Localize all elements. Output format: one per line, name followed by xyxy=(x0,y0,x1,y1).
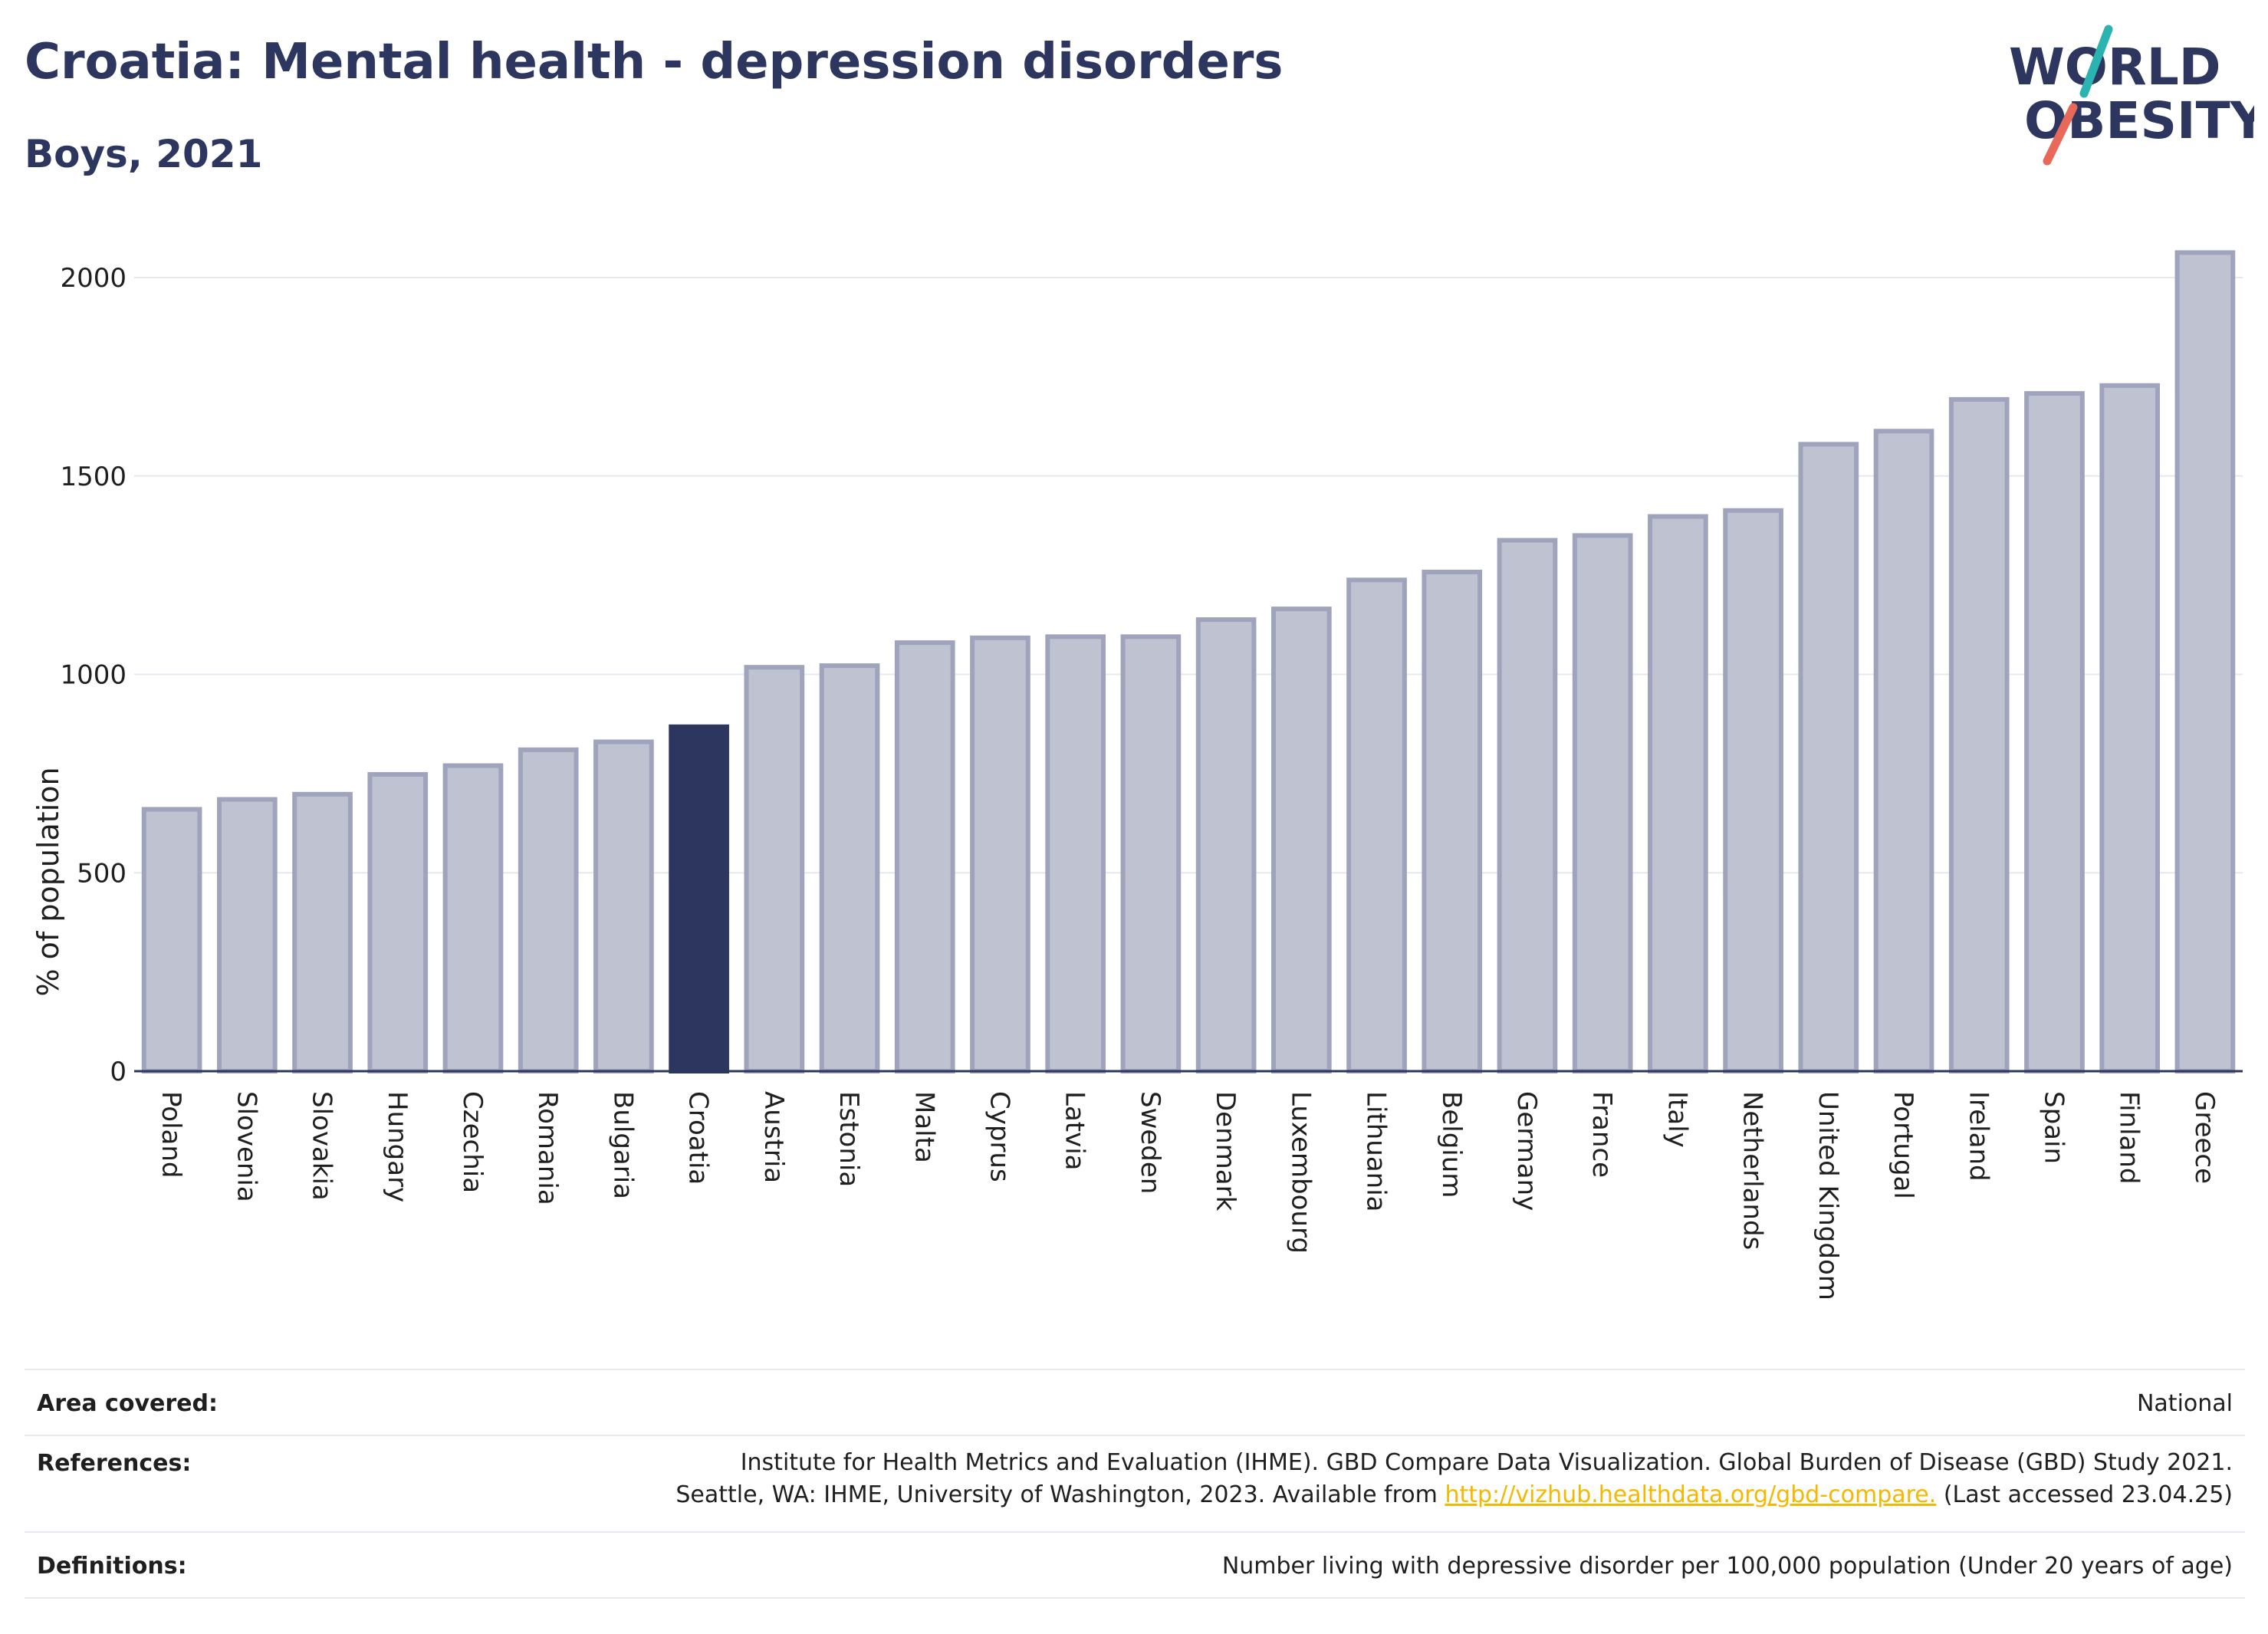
bar-bulgaria xyxy=(593,739,654,1073)
x-tick-label: Slovakia xyxy=(307,1091,337,1201)
x-tick-label: Sweden xyxy=(1135,1091,1165,1194)
bars xyxy=(141,250,2236,1074)
x-tick-label: Ireland xyxy=(1963,1091,1994,1182)
x-tick-label: Malta xyxy=(909,1091,939,1163)
y-tick-label: 500 xyxy=(77,858,127,889)
x-tick-label: Finland xyxy=(2114,1091,2145,1185)
bar-greece xyxy=(2174,250,2236,1074)
bar-belgium xyxy=(1422,569,1483,1073)
x-tick-label: Belgium xyxy=(1436,1091,1467,1198)
y-tick-label: 1000 xyxy=(60,660,127,691)
x-tick-label: Austria xyxy=(758,1091,789,1183)
x-tick-label: Netherlands xyxy=(1737,1091,1768,1250)
definitions-value: Number living with depressive disorder p… xyxy=(1221,1553,2233,1580)
x-tick-label: Romania xyxy=(532,1091,563,1205)
bar-sweden xyxy=(1120,634,1182,1073)
bar-poland xyxy=(141,807,202,1073)
y-tick-label: 1500 xyxy=(60,462,127,492)
bar-italy xyxy=(1648,514,1708,1073)
x-tick-label: Latvia xyxy=(1060,1091,1090,1171)
x-tick-label: Czechia xyxy=(457,1091,488,1193)
bar-cyprus xyxy=(970,635,1030,1073)
world-obesity-logo: WORLD OBESITY xyxy=(2009,25,2254,166)
bar-denmark xyxy=(1195,617,1257,1073)
x-tick-label: Slovenia xyxy=(231,1091,261,1202)
bar-slovenia xyxy=(216,797,278,1073)
bar-austria xyxy=(744,665,805,1073)
definitions-label: Definitions: xyxy=(37,1553,187,1580)
references-accessed: (Last accessed 23.04.25) xyxy=(1943,1481,2233,1508)
x-tick-label: Portugal xyxy=(1888,1091,1918,1199)
references-line-2: Seattle, WA: IHME, University of Washing… xyxy=(675,1479,2233,1511)
area-value: National xyxy=(2136,1390,2233,1417)
bar-hungary xyxy=(367,771,429,1073)
area-label: Area covered: xyxy=(37,1390,218,1417)
x-tick-label: Denmark xyxy=(1210,1091,1241,1212)
x-tick-label: Spain xyxy=(2038,1091,2069,1164)
x-tick-label: United Kingdom xyxy=(1813,1091,1843,1300)
bar-ireland xyxy=(1948,396,2010,1073)
references-label: References: xyxy=(37,1450,192,1477)
y-tick-label: 2000 xyxy=(60,263,127,294)
bar-croatia xyxy=(669,724,729,1073)
x-tick-label: Poland xyxy=(156,1091,186,1179)
references-line-1: Institute for Health Metrics and Evaluat… xyxy=(740,1449,2233,1476)
x-tick-label: Italy xyxy=(1662,1091,1692,1148)
bar-slovakia xyxy=(292,791,353,1074)
x-tick-label: Hungary xyxy=(382,1091,413,1202)
bar-netherlands xyxy=(1723,508,1783,1073)
chart-title: Croatia: Mental health - depression diso… xyxy=(25,34,1284,90)
bar-chart: 0 500 1000 1500 2000 Poland Slovenia Slovakia H… xyxy=(31,250,2243,1300)
x-tick-label: Estonia xyxy=(833,1091,864,1187)
x-tick-label: Greece xyxy=(2189,1091,2220,1184)
x-tick-label: Bulgaria xyxy=(607,1091,638,1199)
bar-latvia xyxy=(1045,634,1106,1073)
logo-text-world: WORLD xyxy=(2009,38,2221,97)
y-axis-title: % of population xyxy=(31,767,65,996)
bar-luxembourg xyxy=(1270,607,1332,1073)
info-row-definitions: Definitions: Number living with depressi… xyxy=(25,1531,2245,1597)
references-text: Seattle, WA: IHME, University of Washing… xyxy=(675,1481,1438,1508)
y-axis: 0 500 1000 1500 2000 xyxy=(60,263,127,1087)
bar-france xyxy=(1572,533,1633,1073)
logo-slash-teal xyxy=(2079,25,2113,98)
bar-lithuania xyxy=(1346,577,1407,1073)
x-tick-label: Germany xyxy=(1511,1091,1542,1211)
bar-portugal xyxy=(1873,429,1934,1073)
bar-estonia xyxy=(819,663,880,1073)
references-link[interactable]: http://vizhub.healthdata.org/gbd-compare… xyxy=(1445,1481,1937,1508)
info-row-area: Area covered: National xyxy=(25,1369,2245,1435)
bar-malta xyxy=(894,640,955,1073)
bar-finland xyxy=(2099,383,2161,1073)
x-tick-label: Luxembourg xyxy=(1285,1091,1316,1254)
chart-subtitle: Boys, 2021 xyxy=(25,132,263,176)
info-row-references: References: Institute for Health Metrics… xyxy=(25,1435,2245,1531)
references-value: Institute for Health Metrics and Evaluat… xyxy=(675,1447,2233,1511)
bar-czechia xyxy=(442,763,504,1074)
x-axis: Poland Slovenia Slovakia Hungary Czechia Roma… xyxy=(134,1070,2243,1300)
x-tick-label: Croatia xyxy=(683,1091,714,1185)
info-table-bottom-border xyxy=(25,1597,2245,1599)
logo-slash-red xyxy=(2043,103,2078,166)
y-tick-label: 0 xyxy=(110,1057,127,1087)
bar-germany xyxy=(1497,538,1558,1073)
x-tick-label: France xyxy=(1586,1091,1617,1178)
info-table: Area covered: National References: Insti… xyxy=(25,1369,2245,1599)
x-tick-label: Lithuania xyxy=(1361,1091,1392,1212)
bar-romania xyxy=(518,747,579,1073)
bar-spain xyxy=(2024,391,2085,1073)
bar-united-kingdom xyxy=(1798,442,1859,1073)
x-tick-label: Cyprus xyxy=(984,1091,1014,1182)
